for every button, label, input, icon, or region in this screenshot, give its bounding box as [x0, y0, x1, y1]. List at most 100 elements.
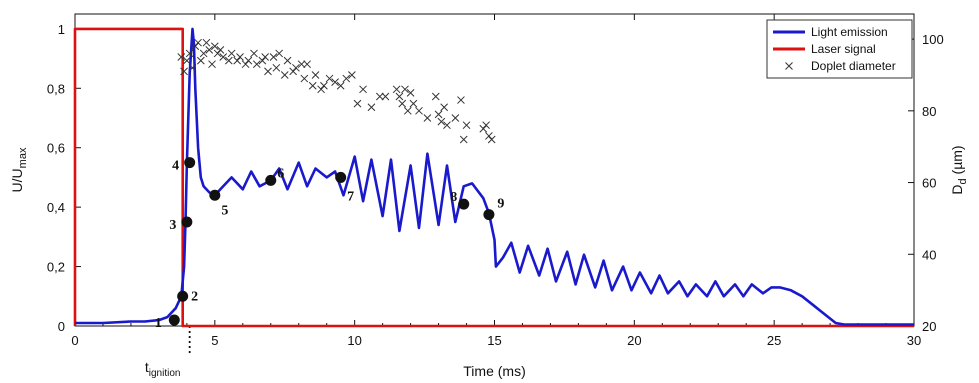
- droplet-diameter-point: [434, 110, 443, 119]
- series-line-laser-signal: [73, 27, 914, 328]
- legend-label: Doplet diameter: [811, 59, 896, 73]
- marked-point-label-1: 1: [155, 316, 162, 331]
- droplet-diameter-point: [342, 74, 351, 83]
- droplet-diameter-point: [236, 53, 244, 61]
- droplet-diameter-point: [359, 85, 367, 94]
- droplet-diameter-point: [462, 121, 471, 130]
- droplet-diameter-point: [482, 121, 490, 130]
- droplet-diameter-point: [199, 49, 208, 58]
- droplet-diameter-point: [227, 49, 236, 58]
- droplet-diameter-point: [403, 106, 412, 115]
- droplet-diameter-point: [196, 56, 205, 65]
- droplet-diameter-point: [233, 56, 242, 65]
- droplet-diameter-point: [180, 67, 188, 76]
- y-right-axis-label-main: D: [949, 184, 965, 194]
- legend-label: Light emission: [811, 25, 888, 39]
- droplet-diameter-point: [320, 81, 328, 90]
- droplet-diameter-point: [375, 92, 384, 101]
- droplet-diameter-point: [264, 67, 272, 76]
- droplet-diameter-point: [283, 56, 292, 65]
- droplet-diameter-point: [336, 81, 345, 90]
- droplet-diameter-point: [443, 121, 451, 130]
- x-tick-label: 20: [627, 333, 641, 348]
- droplet-diameter-point: [258, 56, 267, 65]
- droplet-diameter-point: [177, 53, 186, 61]
- y-right-axis-label-sub: d: [957, 178, 969, 184]
- droplet-diameter-point: [308, 81, 317, 90]
- droplet-diameter-point: [367, 103, 376, 112]
- droplet-diameter-point: [188, 63, 197, 72]
- droplet-diameter-point: [210, 42, 219, 51]
- droplet-diameter-point: [202, 38, 211, 47]
- marked-point-label-8: 8: [450, 190, 457, 205]
- marked-point-2: [177, 290, 189, 302]
- droplet-diameter-point: [398, 99, 407, 108]
- x-tick-label: 15: [487, 333, 501, 348]
- droplet-diameter-point: [261, 53, 270, 61]
- droplet-diameter-point: [423, 114, 432, 122]
- marked-point-1: [168, 314, 180, 326]
- droplet-diameter-point: [205, 46, 214, 54]
- droplet-diameter-point: [311, 71, 320, 79]
- droplet-diameter-point: [392, 85, 401, 94]
- droplet-diameter-point: [292, 63, 300, 72]
- marked-point-7: [335, 171, 347, 183]
- legend-label: Laser signal: [811, 42, 876, 56]
- droplet-diameter-point: [269, 53, 278, 61]
- y-left-tick-label: 1: [58, 22, 65, 37]
- droplet-diameter-point: [250, 49, 258, 58]
- marked-point-label-2: 2: [191, 289, 198, 304]
- droplet-diameter-point: [331, 78, 339, 86]
- droplet-diameter-point: [401, 85, 409, 94]
- y-left-axis-label-sub: max: [17, 147, 29, 168]
- marked-point-label-7: 7: [347, 189, 354, 204]
- droplet-diameter-point: [244, 56, 253, 65]
- y-left-axis-label-main: U/U: [9, 168, 25, 192]
- y-right-tick-label: 40: [922, 247, 936, 262]
- droplet-diameter-point: [353, 99, 362, 108]
- x-tick-label: 30: [907, 333, 921, 348]
- y-left-tick-label: 0,4: [47, 200, 65, 215]
- marked-point-5: [209, 189, 221, 201]
- marked-point-6: [265, 174, 277, 186]
- droplet-diameter-point: [479, 124, 488, 133]
- marked-point-4: [184, 157, 196, 169]
- y-right-tick-label: 20: [922, 319, 936, 334]
- y-right-axis-label: Dd (µm): [949, 145, 969, 194]
- y-right-tick-label: 100: [922, 32, 944, 47]
- y-left-tick-label: 0: [58, 319, 65, 334]
- droplet-diameter-point: [325, 74, 334, 83]
- x-tick-label: 0: [71, 333, 78, 348]
- droplet-diameter-point: [216, 46, 225, 54]
- droplet-diameter-point: [409, 99, 418, 108]
- y-left-axis-label: U/Umax: [9, 147, 29, 192]
- legend-swatch-doplet-diameter: [785, 62, 793, 70]
- ignition-label-main: t: [145, 359, 149, 375]
- droplet-diameter-point: [275, 49, 284, 58]
- droplet-diameter-point: [485, 132, 493, 140]
- droplet-diameter-point: [406, 89, 415, 97]
- labeled-points: 1 2 3 4 5 6 7 8 9: [155, 157, 504, 331]
- droplet-diameter-point: [289, 67, 297, 76]
- y-right-tick-label: 60: [922, 176, 936, 191]
- y-left-tick-label: 0,8: [47, 81, 65, 96]
- droplet-diameter-point: [183, 56, 191, 65]
- droplet-diameter-point: [191, 42, 200, 51]
- droplet-diameter-point: [451, 114, 460, 122]
- droplet-diameter-point: [457, 96, 465, 104]
- y-left-tick-label: 0,6: [47, 141, 65, 156]
- y-right-tick-label: 80: [922, 104, 936, 119]
- droplet-diameter-point: [487, 135, 496, 144]
- droplet-diameter-point: [213, 49, 222, 58]
- droplet-diameter-point: [395, 92, 404, 101]
- droplet-diameter-point: [303, 60, 311, 69]
- droplet-diameter-point: [431, 92, 440, 101]
- droplet-diameter-point: [219, 53, 228, 61]
- droplet-diameter-point: [208, 60, 216, 69]
- droplet-diameter-point: [241, 60, 250, 69]
- droplet-diameter-point: [440, 103, 449, 112]
- droplet-diameter-point: [317, 85, 325, 94]
- droplet-diameter-point: [459, 135, 468, 144]
